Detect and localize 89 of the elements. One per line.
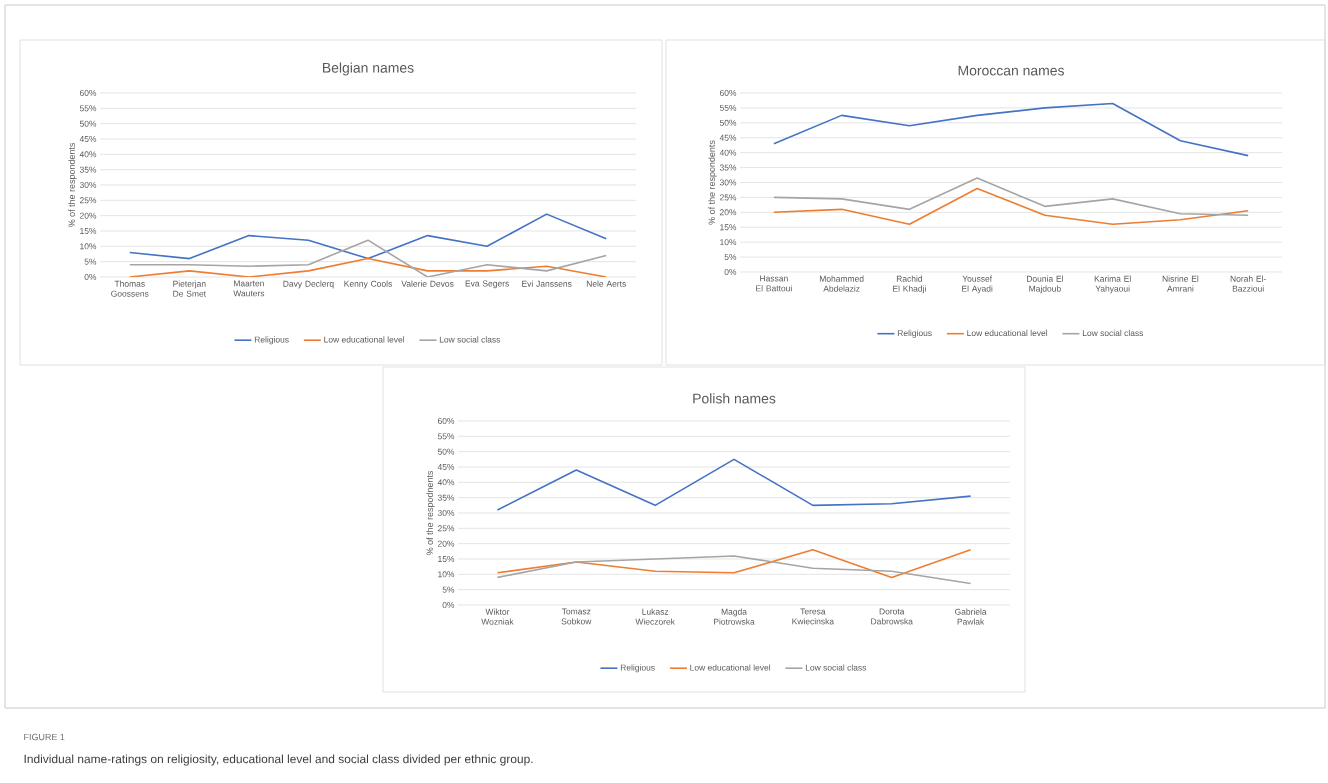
y-tick-label: 10%	[80, 243, 97, 250]
y-tick-label: 15%	[438, 556, 455, 562]
y-tick-label: 40%	[719, 149, 737, 156]
x-tick-label: Teresa Kwiecinska	[792, 608, 835, 625]
x-tick-label: Pieterjan De Smet	[173, 280, 206, 297]
x-tick-label: Nisrine El Amrani	[1162, 275, 1199, 292]
y-axis-title: % of the respodnents	[426, 470, 435, 556]
y-tick-label: 10%	[720, 239, 737, 246]
legend-label: Low social class	[439, 336, 501, 343]
x-tick-label: Kenny Cools	[344, 280, 392, 289]
y-axis-title: % of the respondents	[708, 140, 717, 225]
y-tick-label: 5%	[442, 586, 455, 593]
x-tick-label: Youssef El Ayadi	[962, 275, 993, 294]
y-axis-title: % of the respondents	[68, 142, 77, 228]
legend-label: Low social class	[805, 664, 867, 671]
line-series	[128, 257, 608, 277]
y-tick-label: 0%	[724, 269, 737, 275]
line-series	[773, 102, 1249, 157]
y-tick-label: 60%	[79, 89, 97, 96]
x-tick-label: Evi Janssens	[522, 280, 572, 287]
y-tick-label: 50%	[437, 448, 455, 455]
x-tick-label: Karima El Yahyaoui	[1094, 275, 1131, 294]
legend-label: Religious	[620, 664, 655, 673]
y-tick-label: 25%	[437, 525, 455, 532]
chart-title: Belgian names	[323, 62, 414, 76]
x-tick-label: Nele Aerts	[586, 280, 626, 287]
chart-title: Moroccan names	[958, 65, 1064, 76]
y-tick-label: 45%	[437, 464, 455, 470]
y-tick-label: 30%	[79, 182, 97, 188]
x-tick-label: Eva Segers	[465, 280, 509, 289]
legend-label: Religious	[897, 329, 932, 338]
y-tick-label: 10%	[438, 571, 455, 578]
y-tick-label: 55%	[719, 104, 737, 111]
x-tick-label: Norah El-Bazzioui	[1230, 275, 1266, 292]
y-tick-label: 0%	[84, 274, 97, 280]
y-tick-label: 20%	[437, 540, 455, 547]
y-tick-label: 5%	[84, 258, 97, 265]
y-tick-label: 15%	[80, 228, 97, 234]
y-tick-label: 30%	[719, 179, 737, 186]
y-tick-label: 30%	[437, 510, 455, 516]
y-tick-label: 25%	[79, 197, 97, 204]
chart-title: Polish names	[693, 393, 776, 404]
legend-label: Low educational level	[690, 664, 771, 671]
y-tick-label: 20%	[79, 212, 97, 219]
y-tick-label: 60%	[719, 90, 737, 96]
y-tick-label: 50%	[719, 119, 737, 126]
line-series	[496, 555, 972, 585]
y-tick-label: 60%	[437, 418, 455, 424]
x-tick-label: Gabriela Pawlak	[955, 608, 987, 625]
y-tick-label: 25%	[719, 194, 737, 201]
x-tick-label: Valerie Devos	[401, 280, 454, 287]
y-tick-label: 20%	[719, 209, 737, 216]
x-tick-label: Wiktor Wozniak	[481, 608, 514, 625]
line-series	[128, 213, 608, 260]
legend-label: Low educational level	[967, 329, 1048, 337]
y-tick-label: 40%	[437, 479, 455, 486]
x-tick-label: Mohammed Abdelaziz	[819, 275, 864, 292]
y-tick-label: 0%	[442, 602, 455, 608]
x-tick-label: Hassan El Battoui	[756, 275, 792, 292]
line-series	[128, 239, 608, 277]
x-tick-label: Thomas Goossens	[111, 280, 149, 297]
y-tick-label: 40%	[79, 151, 97, 158]
y-tick-label: 45%	[719, 134, 737, 141]
legend-label: Low educational level	[324, 336, 405, 343]
y-tick-label: 35%	[79, 166, 97, 173]
y-tick-label: 15%	[720, 224, 737, 231]
x-tick-label: Tomasz Sobkow	[561, 608, 592, 625]
line-series	[773, 187, 1249, 226]
caption: FIGURE 1	[24, 733, 65, 741]
x-tick-label: Dounia El Majdoub	[1027, 275, 1063, 294]
x-tick-label: Rachid El Khadji	[893, 275, 926, 294]
x-tick-label: Davy Declerq	[283, 280, 334, 289]
x-tick-label: Dorota Dabrowska	[871, 608, 913, 625]
y-tick-label: 35%	[437, 494, 455, 501]
legend-label: Low social class	[1082, 329, 1144, 337]
y-tick-label: 5%	[724, 254, 737, 261]
y-tick-label: 55%	[79, 105, 97, 112]
legend-label: Religious	[254, 336, 289, 345]
y-tick-label: 55%	[437, 433, 455, 440]
y-tick-label: 35%	[719, 164, 737, 171]
y-tick-label: 50%	[79, 120, 97, 127]
text: Individual name-ratings on religiosity, educational level and social class divided per ethnic group.	[24, 754, 533, 766]
line-series	[773, 177, 1249, 217]
line-series	[496, 549, 972, 579]
line-series	[496, 458, 972, 511]
x-tick-label: Lukasz Wieczorek	[635, 608, 675, 625]
y-tick-label: 45%	[79, 136, 97, 142]
x-tick-label: Maarten Wauters	[233, 280, 265, 297]
x-tick-label: Magda Piotrowska	[714, 608, 755, 625]
